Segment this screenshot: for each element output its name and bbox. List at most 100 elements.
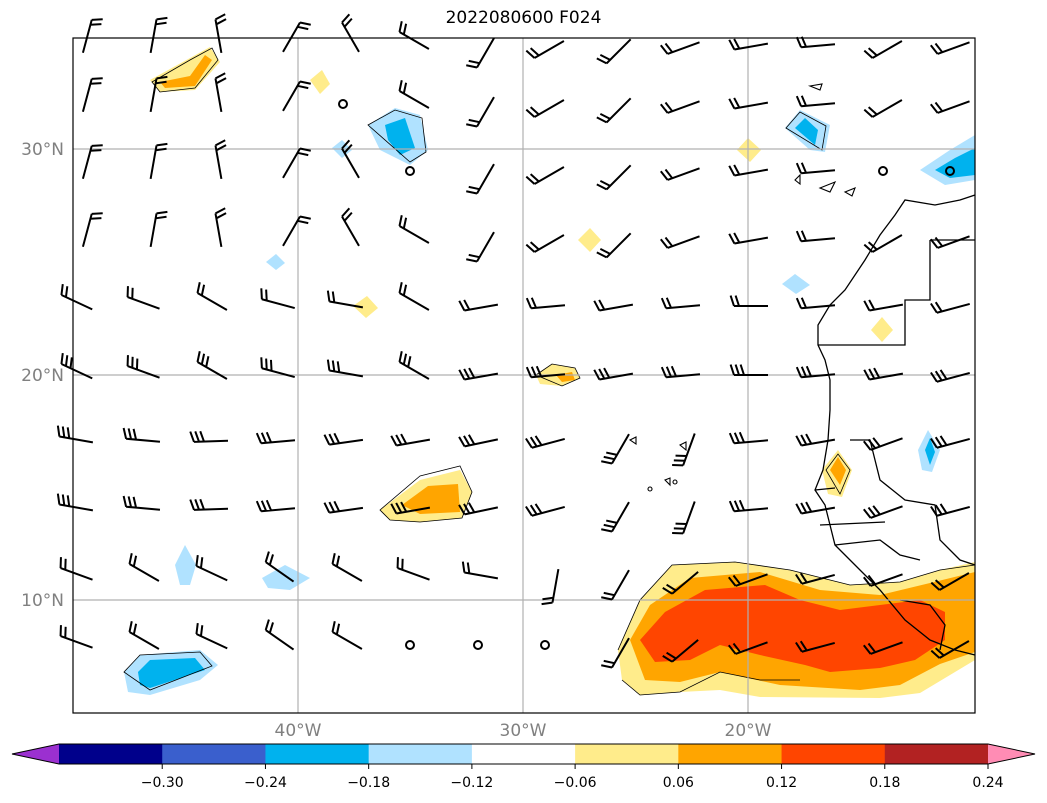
colorbar-label: 0.18: [869, 775, 900, 791]
wind-barb: [282, 215, 311, 247]
wind-barb: [525, 40, 565, 59]
colorbar-segment: [471, 744, 576, 764]
wind-barb: [59, 625, 93, 649]
wind-barb: [525, 166, 565, 185]
wind-barb: [660, 235, 700, 249]
colorbar-label: −0.30: [141, 775, 184, 791]
wind-barb: [466, 37, 495, 69]
wind-barb: [282, 21, 311, 53]
wind-barb: [461, 561, 499, 580]
wind-barb: [601, 569, 630, 601]
wind-barb: [323, 500, 364, 514]
wind-barb: [331, 621, 363, 650]
colorbar-segment: [678, 744, 783, 764]
wind-barb: [149, 75, 168, 113]
wind-barb: [398, 21, 430, 50]
wind-barb: [282, 80, 311, 112]
colorbar-label: 0.06: [663, 775, 694, 791]
wind-barb: [728, 38, 769, 51]
wind-barb: [728, 164, 769, 177]
wind-barb: [729, 295, 768, 307]
wind-barb: [458, 299, 499, 312]
wind-barb: [255, 499, 296, 513]
colorbar-label: −0.18: [347, 775, 390, 791]
colorbar-extend-high: [988, 744, 1035, 764]
colorbar-label: −0.12: [450, 775, 493, 791]
wind-barb: [59, 557, 93, 581]
wind-barb: [326, 290, 364, 309]
wind-barb: [81, 144, 103, 179]
colorbar-label: −0.24: [244, 775, 287, 791]
contour-lines: [123, 47, 976, 696]
wind-barb: [728, 499, 769, 513]
wind-barb: [398, 215, 430, 244]
wind-barb: [525, 297, 566, 310]
wind-barbs: [56, 13, 970, 669]
wind-barb: [398, 80, 430, 109]
calm-wind-markers: [338, 99, 955, 650]
wind-barb: [458, 502, 499, 516]
wind-barb: [729, 364, 768, 376]
wind-barb: [56, 425, 94, 444]
wind-barb: [930, 435, 970, 449]
colorbar: −0.30 −0.24 −0.18 −0.12 −0.06 0.06 0.12 0.18 0.2…: [11, 743, 1036, 791]
wind-barb: [255, 431, 296, 445]
wind-barb: [795, 230, 836, 243]
colorbar-segment: [575, 744, 679, 764]
wind-barb: [214, 207, 227, 248]
wind-barb: [341, 13, 360, 53]
lon-label-20w: 20°W: [725, 721, 772, 741]
wind-barb: [466, 96, 495, 128]
wind-barb: [728, 232, 769, 245]
colorbar-extend-low: [12, 744, 59, 764]
wind-barb: [81, 212, 103, 247]
wind-barb: [863, 505, 903, 519]
wind-barb: [662, 639, 699, 663]
wind-barb: [214, 139, 227, 180]
wind-barb: [525, 503, 565, 517]
wind-barb: [282, 147, 311, 179]
wind-barb: [660, 100, 700, 114]
wind-barb: [56, 493, 94, 512]
wind-barb: [122, 427, 161, 443]
wind-barb: [466, 231, 495, 263]
colorbar-segment: [59, 744, 163, 764]
wind-barb: [863, 437, 903, 451]
wind-barb: [795, 640, 835, 653]
wind-barb: [323, 432, 364, 446]
lon-label-30w: 30°W: [500, 721, 547, 741]
colorbar-segment: [884, 744, 989, 764]
negative-anomaly-shading: [124, 108, 975, 695]
wind-barb: [126, 286, 160, 310]
wind-barb: [541, 568, 560, 606]
wind-barb: [795, 572, 835, 585]
wind-barb: [149, 210, 168, 248]
wind-barb: [728, 431, 769, 445]
wind-barb: [458, 434, 499, 448]
wind-barb: [341, 207, 360, 247]
wind-barb: [214, 72, 227, 113]
wind-barb: [728, 573, 768, 587]
wind-barb: [672, 501, 696, 535]
wind-barb: [728, 97, 769, 110]
wind-barb: [672, 433, 696, 467]
lat-label-20n: 20°N: [21, 366, 64, 386]
colorbar-segment: [162, 744, 266, 764]
coastlines: [814, 194, 976, 656]
wind-barb: [60, 352, 93, 380]
wind-barb: [128, 621, 160, 650]
wind-barb: [930, 503, 970, 517]
wind-barb: [260, 357, 295, 379]
wind-barb: [81, 77, 103, 112]
wind-barb: [128, 553, 160, 582]
wind-barb: [525, 234, 565, 253]
wind-barb: [260, 288, 295, 310]
colorbar-segment: [265, 744, 370, 764]
wind-barb: [149, 16, 168, 54]
wind-barb: [341, 139, 360, 179]
wind-barb: [525, 435, 565, 449]
wind-barb: [189, 498, 229, 511]
wind-barb: [593, 367, 634, 381]
wind-barb: [326, 359, 364, 378]
wind-barb: [863, 367, 904, 381]
